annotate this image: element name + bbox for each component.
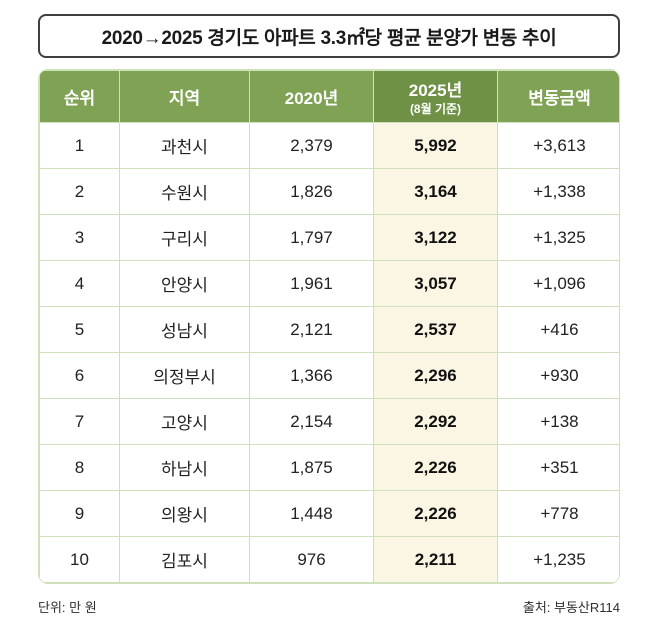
change-cell: +1,096 <box>497 260 619 307</box>
price-2020-cell: 2,154 <box>249 398 374 445</box>
col-header-rank: 순위 <box>39 70 120 123</box>
region-cell: 의정부시 <box>119 352 250 399</box>
source-note: 출처: 부동산R114 <box>522 600 620 615</box>
rank-cell: 7 <box>39 398 120 445</box>
rank-cell: 1 <box>39 122 120 169</box>
price-2020-cell: 1,797 <box>249 214 374 261</box>
region-cell: 의왕시 <box>119 490 250 537</box>
rank-cell: 10 <box>39 536 120 583</box>
region-cell: 하남시 <box>119 444 250 491</box>
region-cell: 성남시 <box>119 306 250 353</box>
rank-cell: 4 <box>39 260 120 307</box>
table-row: 6 의정부시 1,366 2,296 +930 <box>39 352 619 399</box>
price-change-table: 순위 지역 2020년 2025년 (8월 기준) 변동금액 1 과천시 2,3… <box>38 69 620 584</box>
page-title: 2020→2025 경기도 아파트 3.3㎡당 평균 분양가 변동 추이 <box>38 14 620 58</box>
price-2020-cell: 2,379 <box>249 122 374 169</box>
rank-cell: 9 <box>39 490 120 537</box>
price-2025-cell: 3,057 <box>373 260 498 307</box>
price-2025-cell: 2,226 <box>373 490 498 537</box>
footer: 단위: 만 원 출처: 부동산R114 <box>38 597 620 616</box>
change-cell: +1,325 <box>497 214 619 261</box>
table-row: 8 하남시 1,875 2,226 +351 <box>39 444 619 491</box>
col-header-region: 지역 <box>119 70 250 123</box>
col-header-2020: 2020년 <box>249 70 374 123</box>
region-cell: 안양시 <box>119 260 250 307</box>
page-title-text: 2020→2025 경기도 아파트 3.3㎡당 평균 분양가 변동 추이 <box>101 27 557 49</box>
price-2025-cell: 2,292 <box>373 398 498 445</box>
change-cell: +930 <box>497 352 619 399</box>
price-2025-cell: 2,537 <box>373 306 498 353</box>
price-2020-cell: 1,366 <box>249 352 374 399</box>
table-row: 3 구리시 1,797 3,122 +1,325 <box>39 214 619 261</box>
rank-cell: 2 <box>39 168 120 215</box>
change-cell: +351 <box>497 444 619 491</box>
change-cell: +1,235 <box>497 536 619 583</box>
price-2020-cell: 1,826 <box>249 168 374 215</box>
change-cell: +778 <box>497 490 619 537</box>
price-2025-cell: 2,226 <box>373 444 498 491</box>
region-cell: 수원시 <box>119 168 250 215</box>
price-2020-cell: 1,875 <box>249 444 374 491</box>
col-header-2025: 2025년 (8월 기준) <box>373 70 498 123</box>
table-row: 4 안양시 1,961 3,057 +1,096 <box>39 260 619 307</box>
change-cell: +416 <box>497 306 619 353</box>
price-2025-cell: 3,122 <box>373 214 498 261</box>
region-cell: 구리시 <box>119 214 250 261</box>
price-2025-cell: 3,164 <box>373 168 498 215</box>
price-2020-cell: 1,961 <box>249 260 374 307</box>
table-row: 10 김포시 976 2,211 +1,235 <box>39 536 619 583</box>
rank-cell: 5 <box>39 306 120 353</box>
price-2025-cell: 5,992 <box>373 122 498 169</box>
region-cell: 과천시 <box>119 122 250 169</box>
change-cell: +3,613 <box>497 122 619 169</box>
rank-cell: 6 <box>39 352 120 399</box>
unit-note: 단위: 만 원 <box>38 600 97 615</box>
table-row: 9 의왕시 1,448 2,226 +778 <box>39 490 619 537</box>
col-header-2025-sub: (8월 기준) <box>409 102 462 117</box>
rank-cell: 3 <box>39 214 120 261</box>
price-2025-cell: 2,296 <box>373 352 498 399</box>
col-header-2025-main: 2025년 <box>408 81 463 101</box>
price-2020-cell: 2,121 <box>249 306 374 353</box>
table-row: 1 과천시 2,379 5,992 +3,613 <box>39 122 619 169</box>
region-cell: 고양시 <box>119 398 250 445</box>
change-cell: +1,338 <box>497 168 619 215</box>
change-cell: +138 <box>497 398 619 445</box>
region-cell: 김포시 <box>119 536 250 583</box>
rank-cell: 8 <box>39 444 120 491</box>
col-header-change: 변동금액 <box>497 70 619 123</box>
header-row: 순위 지역 2020년 2025년 (8월 기준) 변동금액 <box>39 70 619 123</box>
price-2020-cell: 976 <box>249 536 374 583</box>
table-row: 5 성남시 2,121 2,537 +416 <box>39 306 619 353</box>
price-2020-cell: 1,448 <box>249 490 374 537</box>
price-2025-cell: 2,211 <box>373 536 498 583</box>
table-row: 2 수원시 1,826 3,164 +1,338 <box>39 168 619 215</box>
table-row: 7 고양시 2,154 2,292 +138 <box>39 398 619 445</box>
